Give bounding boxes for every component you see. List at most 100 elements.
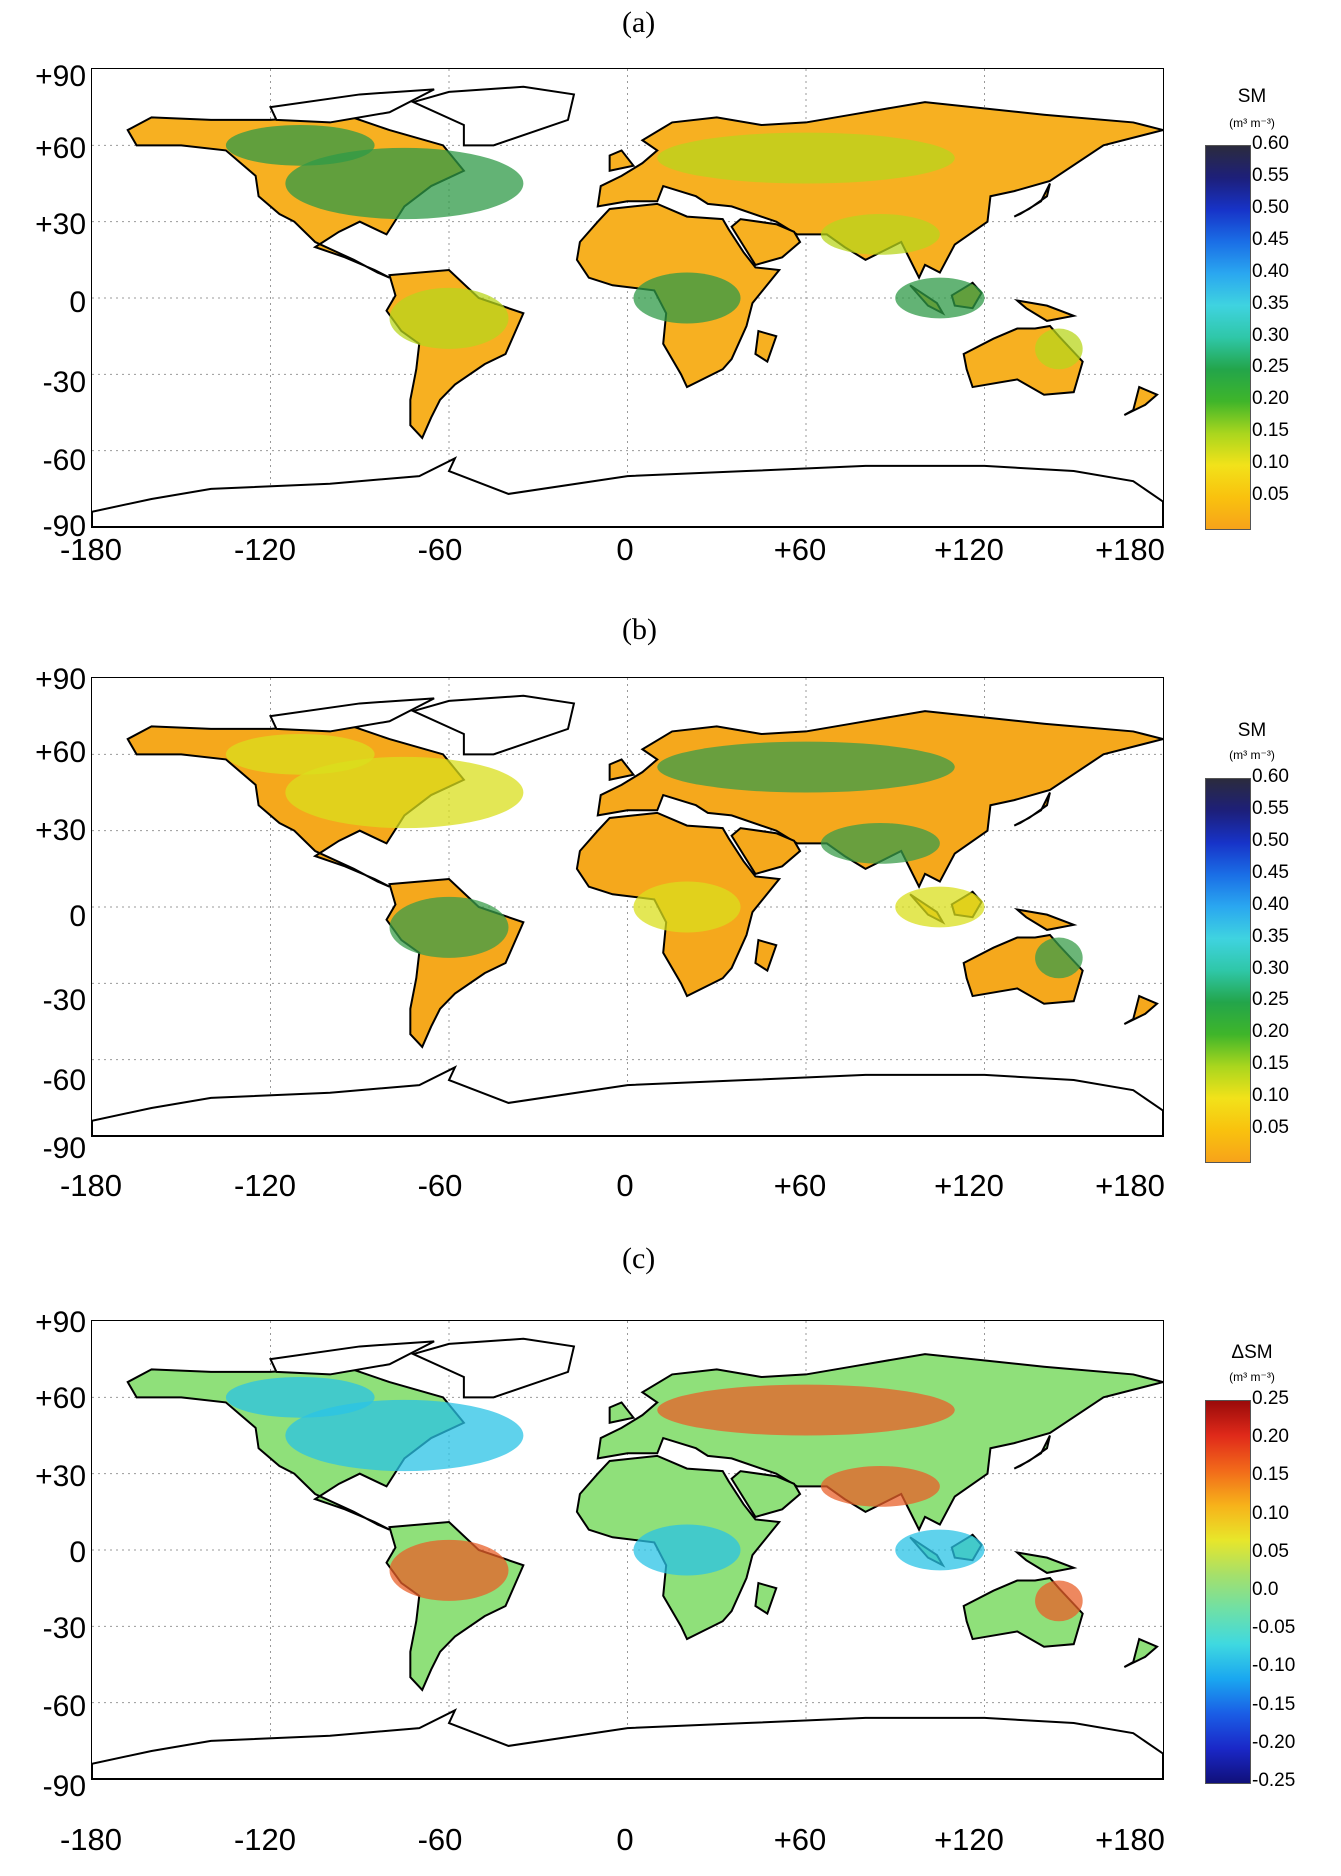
map-panel-c [91,1320,1164,1780]
landmass-greenland [410,694,576,756]
sm-region [820,214,940,255]
world-map-b [92,678,1163,1136]
landmass-madagascar [754,1581,778,1616]
map-panel-b [91,677,1164,1137]
colorbar-tick-label: 0.10 [1252,1502,1289,1524]
y-tick: -60 [42,1064,86,1097]
y-tick: +60 [35,1382,86,1415]
x-tick: +180 [1095,532,1165,567]
sm-region [820,1466,940,1507]
colorbar-tick-label: -0.15 [1252,1693,1296,1715]
landmass-uk [608,758,636,782]
landmass-arabia [730,827,802,876]
colorbar-tick-label: 0.40 [1252,260,1289,282]
sm-region [1035,328,1083,370]
landmass-arabia [730,1470,802,1519]
y-tick: +90 [35,1306,86,1339]
colorbar-tick-label: -0.25 [1252,1770,1296,1791]
landmass-new-zealand [1123,385,1159,416]
x-tick: 0 [616,1168,634,1203]
panel-label-c: (c) [622,1242,656,1275]
x-tick: +120 [934,532,1004,567]
landmass-antarctica [92,456,1163,527]
x-tick: -60 [417,1822,463,1857]
landmass-japan [1013,183,1051,218]
landmass-antarctica [92,1065,1163,1136]
sm-region [225,733,375,775]
panel-label-b: (b) [622,613,657,646]
x-tick: -120 [233,532,297,567]
colorbar-b [1205,778,1251,1163]
y-tick: -60 [42,444,86,477]
colorbar-tick-label: -0.20 [1252,1731,1296,1753]
colorbar-tick-label: 0.15 [1252,420,1289,442]
sm-region [285,1399,524,1472]
landmass-japan [1013,792,1051,827]
colorbar-tick-label: 0.10 [1252,1085,1289,1107]
colorbar-tick-label: 0.45 [1252,861,1289,883]
sm-region [1035,937,1083,979]
colorbar-tick-label: 0.20 [1252,388,1289,410]
x-tick: -120 [233,1822,297,1857]
landmass-antarctica [92,1708,1163,1779]
world-map-a [92,69,1163,527]
colorbar-tick-label: 0.40 [1252,893,1289,915]
sm-region [285,756,524,829]
colorbar-tick-label: 0.45 [1252,228,1289,250]
colorbar-tick-label: -0.05 [1252,1617,1296,1639]
colorbar-tick-label: 0.05 [1252,484,1289,506]
sm-region [895,886,985,928]
x-tick: -180 [59,1822,123,1857]
colorbar-tick-label: 0.20 [1252,1021,1289,1043]
y-tick: +60 [35,132,86,165]
x-tick: +180 [1095,1822,1165,1857]
landmass-japan [1013,1435,1051,1470]
sm-region [389,287,509,349]
landmass-new-guinea [1013,907,1078,931]
x-tick: -180 [59,532,123,567]
sm-region [895,1529,985,1571]
landmass-arctic-islands [269,697,435,733]
sm-region [389,1539,509,1601]
colorbar-tick-label: 0.0 [1252,1579,1279,1600]
x-tick: +120 [934,1168,1004,1203]
sm-region [657,741,955,793]
landmass-uk [608,1401,636,1425]
sm-region [657,1384,955,1436]
y-tick: +90 [35,663,86,696]
x-tick: +60 [773,532,827,567]
x-tick: 0 [616,1822,634,1857]
landmass-new-guinea [1013,1550,1078,1574]
y-tick: -30 [42,1612,86,1645]
x-tick: -60 [417,1168,463,1203]
colorbar-tick-label: 0.60 [1252,133,1289,154]
y-tick: 0 [69,900,86,933]
landmass-madagascar [754,329,778,364]
y-tick: -30 [42,984,86,1017]
colorbar-title-b: SM [1237,720,1267,741]
colorbar-tick-label: -0.10 [1252,1655,1296,1677]
landmass-greenland [410,1337,576,1399]
sm-region [389,896,509,958]
y-tick: -30 [42,366,86,399]
colorbar-tick-label: 0.15 [1252,1053,1289,1075]
landmass-new-zealand [1123,1637,1159,1668]
sm-region [633,881,741,933]
colorbar-tick-label: 0.25 [1252,989,1289,1011]
colorbar-a [1205,145,1251,530]
sm-region [1035,1580,1083,1622]
colorbar-c [1205,1400,1251,1784]
y-tick: -90 [42,1132,86,1165]
landmass-new-zealand [1123,994,1159,1025]
x-tick: +120 [934,1822,1004,1857]
y-tick: -60 [42,1690,86,1723]
colorbar-title-a: SM [1237,86,1267,107]
sm-region [225,1376,375,1418]
y-tick: 0 [69,286,86,319]
sm-region [895,277,985,319]
x-tick: 0 [616,532,634,567]
colorbar-tick-label: 0.50 [1252,829,1289,851]
landmass-greenland [410,85,576,147]
sm-region [657,132,955,184]
y-tick: 0 [69,1536,86,1569]
